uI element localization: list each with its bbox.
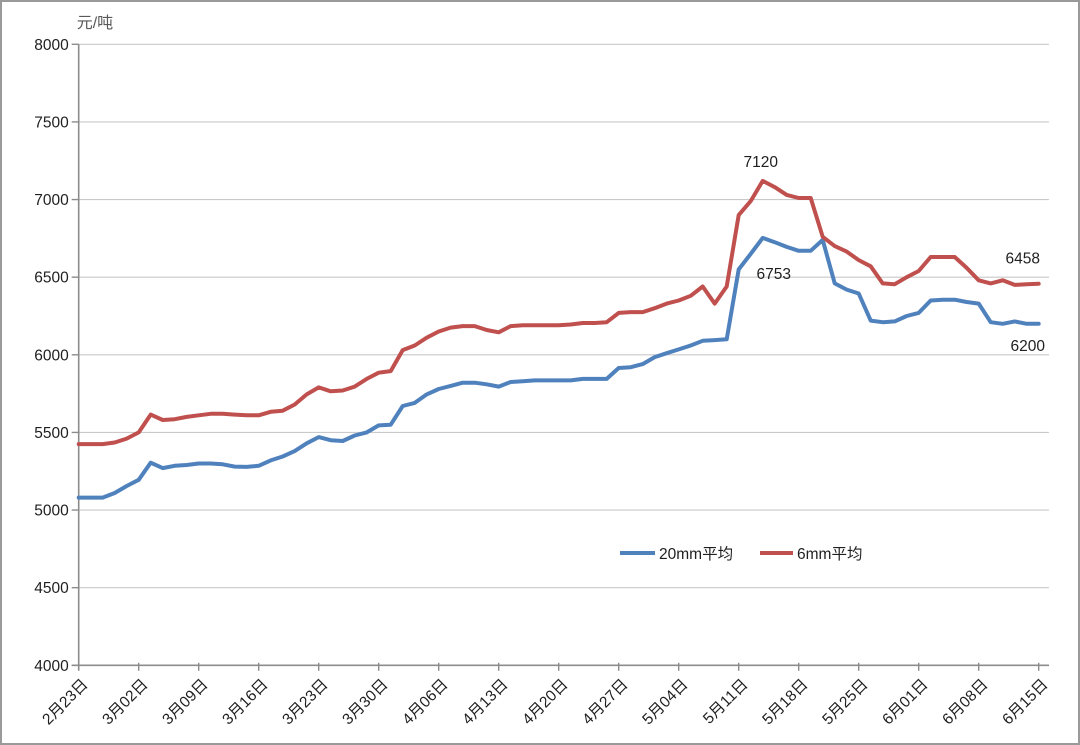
x-tick-label: 4月27日 [579,676,631,728]
y-tick-label: 5500 [34,425,69,442]
data-label-6753: 6753 [756,266,790,283]
y-tick-label: 6500 [34,270,69,287]
data-label-7120: 7120 [743,154,778,171]
x-tick-label: 3月23日 [279,676,331,728]
legend-label-6mm: 6mm平均 [797,545,862,563]
y-tick-label: 8000 [34,37,69,54]
x-tick-label: 4月13日 [459,676,511,728]
y-tick-label: 7000 [34,192,69,209]
x-tick-label: 5月18日 [759,676,811,728]
x-tick-label: 2月23日 [39,676,91,728]
x-tick-label: 3月30日 [339,676,391,728]
x-tick-label: 5月25日 [819,676,871,728]
x-tick-label: 6月08日 [939,676,991,728]
data-label-6458: 6458 [1005,251,1039,268]
x-tick-label: 5月04日 [639,676,691,728]
x-tick-label: 5月11日 [700,676,751,727]
y-tick-label: 4000 [34,658,69,675]
series-line-20mm [76,235,1041,500]
y-tick-label: 4500 [34,580,69,597]
legend-label-20mm: 20mm平均 [659,545,733,563]
y-tick-label: 5000 [34,503,69,520]
x-tick-label: 4月06日 [399,676,451,728]
x-tick-label: 4月20日 [519,676,571,728]
y-tick-label: 7500 [34,114,69,131]
series-line-6mm [76,178,1041,447]
data-label-6200: 6200 [1010,338,1045,355]
x-tick-label: 3月16日 [219,676,271,728]
x-tick-label: 3月09日 [159,676,211,728]
y-axis-title: 元/吨 [77,14,113,32]
x-tick-label: 3月02日 [99,676,151,728]
x-tick-label: 6月15日 [999,676,1051,728]
y-tick-label: 6000 [34,347,69,364]
x-tick-label: 6月01日 [879,676,931,728]
